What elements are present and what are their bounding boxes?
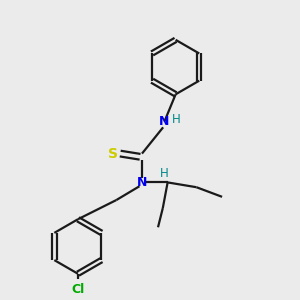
Text: H: H: [160, 167, 169, 180]
Text: Cl: Cl: [71, 283, 85, 296]
Text: N: N: [159, 115, 170, 128]
Text: N: N: [137, 176, 147, 189]
Text: H: H: [172, 113, 181, 126]
Text: S: S: [108, 147, 118, 160]
